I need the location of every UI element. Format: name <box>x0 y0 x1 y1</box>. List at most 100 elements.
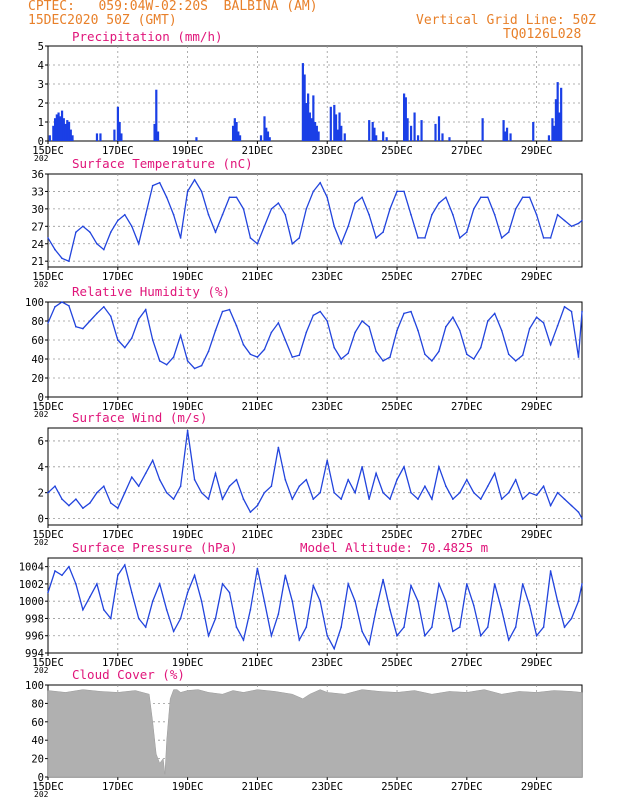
data-point <box>89 320 91 322</box>
data-point <box>493 472 496 475</box>
data-point <box>581 310 583 313</box>
precip-bar <box>120 133 123 141</box>
data-point <box>75 583 77 585</box>
data-point <box>68 504 70 507</box>
data-point <box>438 466 440 468</box>
data-point <box>117 219 119 222</box>
data-point <box>117 339 119 341</box>
data-point <box>298 354 301 357</box>
precip-bar <box>99 133 102 141</box>
data-point <box>473 491 475 494</box>
data-point <box>47 591 49 594</box>
data-point <box>207 498 210 500</box>
data-point <box>235 196 238 199</box>
precip-bar <box>481 118 484 141</box>
data-point <box>507 491 510 494</box>
data-point <box>242 343 245 346</box>
data-point <box>256 504 259 507</box>
data-point <box>347 352 349 355</box>
data-point <box>82 327 84 330</box>
x-tick-label: 17DEC <box>102 271 134 283</box>
data-point <box>382 578 384 581</box>
data-point <box>165 491 168 494</box>
x-tick-label: 27DEC <box>451 145 483 157</box>
data-point <box>214 231 217 233</box>
data-point <box>347 478 349 481</box>
data-point <box>89 596 91 598</box>
data-point <box>158 360 161 362</box>
data-point <box>549 343 552 346</box>
data-point <box>235 478 238 481</box>
data-point <box>403 466 405 468</box>
data-point <box>375 237 377 239</box>
data-point <box>577 356 580 358</box>
data-point <box>577 511 580 513</box>
y-tick-label: 0 <box>38 136 44 148</box>
data-point <box>507 353 510 356</box>
data-point <box>570 310 573 313</box>
data-point <box>431 626 433 628</box>
data-point <box>235 324 238 327</box>
precip-bar <box>403 93 406 141</box>
data-point <box>563 626 566 628</box>
precip-bar <box>116 106 120 141</box>
data-point <box>137 617 140 620</box>
data-point <box>123 491 126 494</box>
x-tick-label: 21DEC <box>242 529 274 541</box>
y-tick-label: 30 <box>31 204 44 216</box>
precip-bar <box>156 131 160 141</box>
data-point <box>542 626 545 628</box>
y-tick-label: 5 <box>38 41 44 53</box>
precip-bar <box>55 114 58 141</box>
data-point <box>172 630 175 633</box>
data-point <box>535 634 538 637</box>
data-point <box>47 322 49 324</box>
data-point <box>396 634 398 637</box>
precip-bar <box>509 133 512 141</box>
data-point <box>75 498 77 500</box>
data-point <box>103 609 105 611</box>
data-point <box>521 196 524 199</box>
precip-bar <box>57 112 60 141</box>
precip-bar <box>334 114 338 141</box>
precip-bar <box>312 95 315 141</box>
data-point <box>556 213 559 216</box>
data-point <box>221 498 224 500</box>
panel-title: Surface Wind (m/s) <box>72 410 207 425</box>
data-point <box>375 609 377 611</box>
y-tick-label: 21 <box>31 256 44 268</box>
x-tick-label: 17DEC <box>102 781 134 793</box>
precip-bar <box>437 116 441 141</box>
data-point <box>256 356 259 358</box>
data-point <box>284 478 287 481</box>
data-point <box>424 237 426 239</box>
data-point <box>389 356 391 358</box>
panel-title: Surface Temperature (nC) <box>72 156 253 171</box>
y-tick-label: 1 <box>38 117 44 129</box>
data-point <box>54 485 56 488</box>
station-header: CPTEC: 059:04W-02:20S BALBINA (AM) <box>28 0 318 14</box>
precip-bar <box>441 133 444 141</box>
data-point <box>89 502 91 504</box>
data-point <box>486 320 489 322</box>
data-point <box>110 315 112 318</box>
data-point <box>570 504 573 507</box>
data-point <box>333 491 335 494</box>
y-tick-label: 994 <box>25 648 44 660</box>
year-label: 202 <box>34 154 49 163</box>
x-tick-label: 27DEC <box>451 657 483 669</box>
data-point <box>221 213 224 216</box>
data-point <box>298 485 301 488</box>
data-point <box>305 208 308 210</box>
precip-bar <box>69 129 72 141</box>
data-point <box>179 617 182 620</box>
panel-subtitle: Model Altitude: 70.4825 m <box>300 540 488 555</box>
x-tick-label: 15DEC <box>32 657 64 669</box>
y-tick-label: 0 <box>38 772 44 784</box>
data-point <box>424 353 426 356</box>
data-point <box>375 350 377 353</box>
data-point <box>340 498 342 500</box>
data-point <box>96 312 98 315</box>
data-point <box>96 242 98 245</box>
precip-bar <box>53 118 57 141</box>
